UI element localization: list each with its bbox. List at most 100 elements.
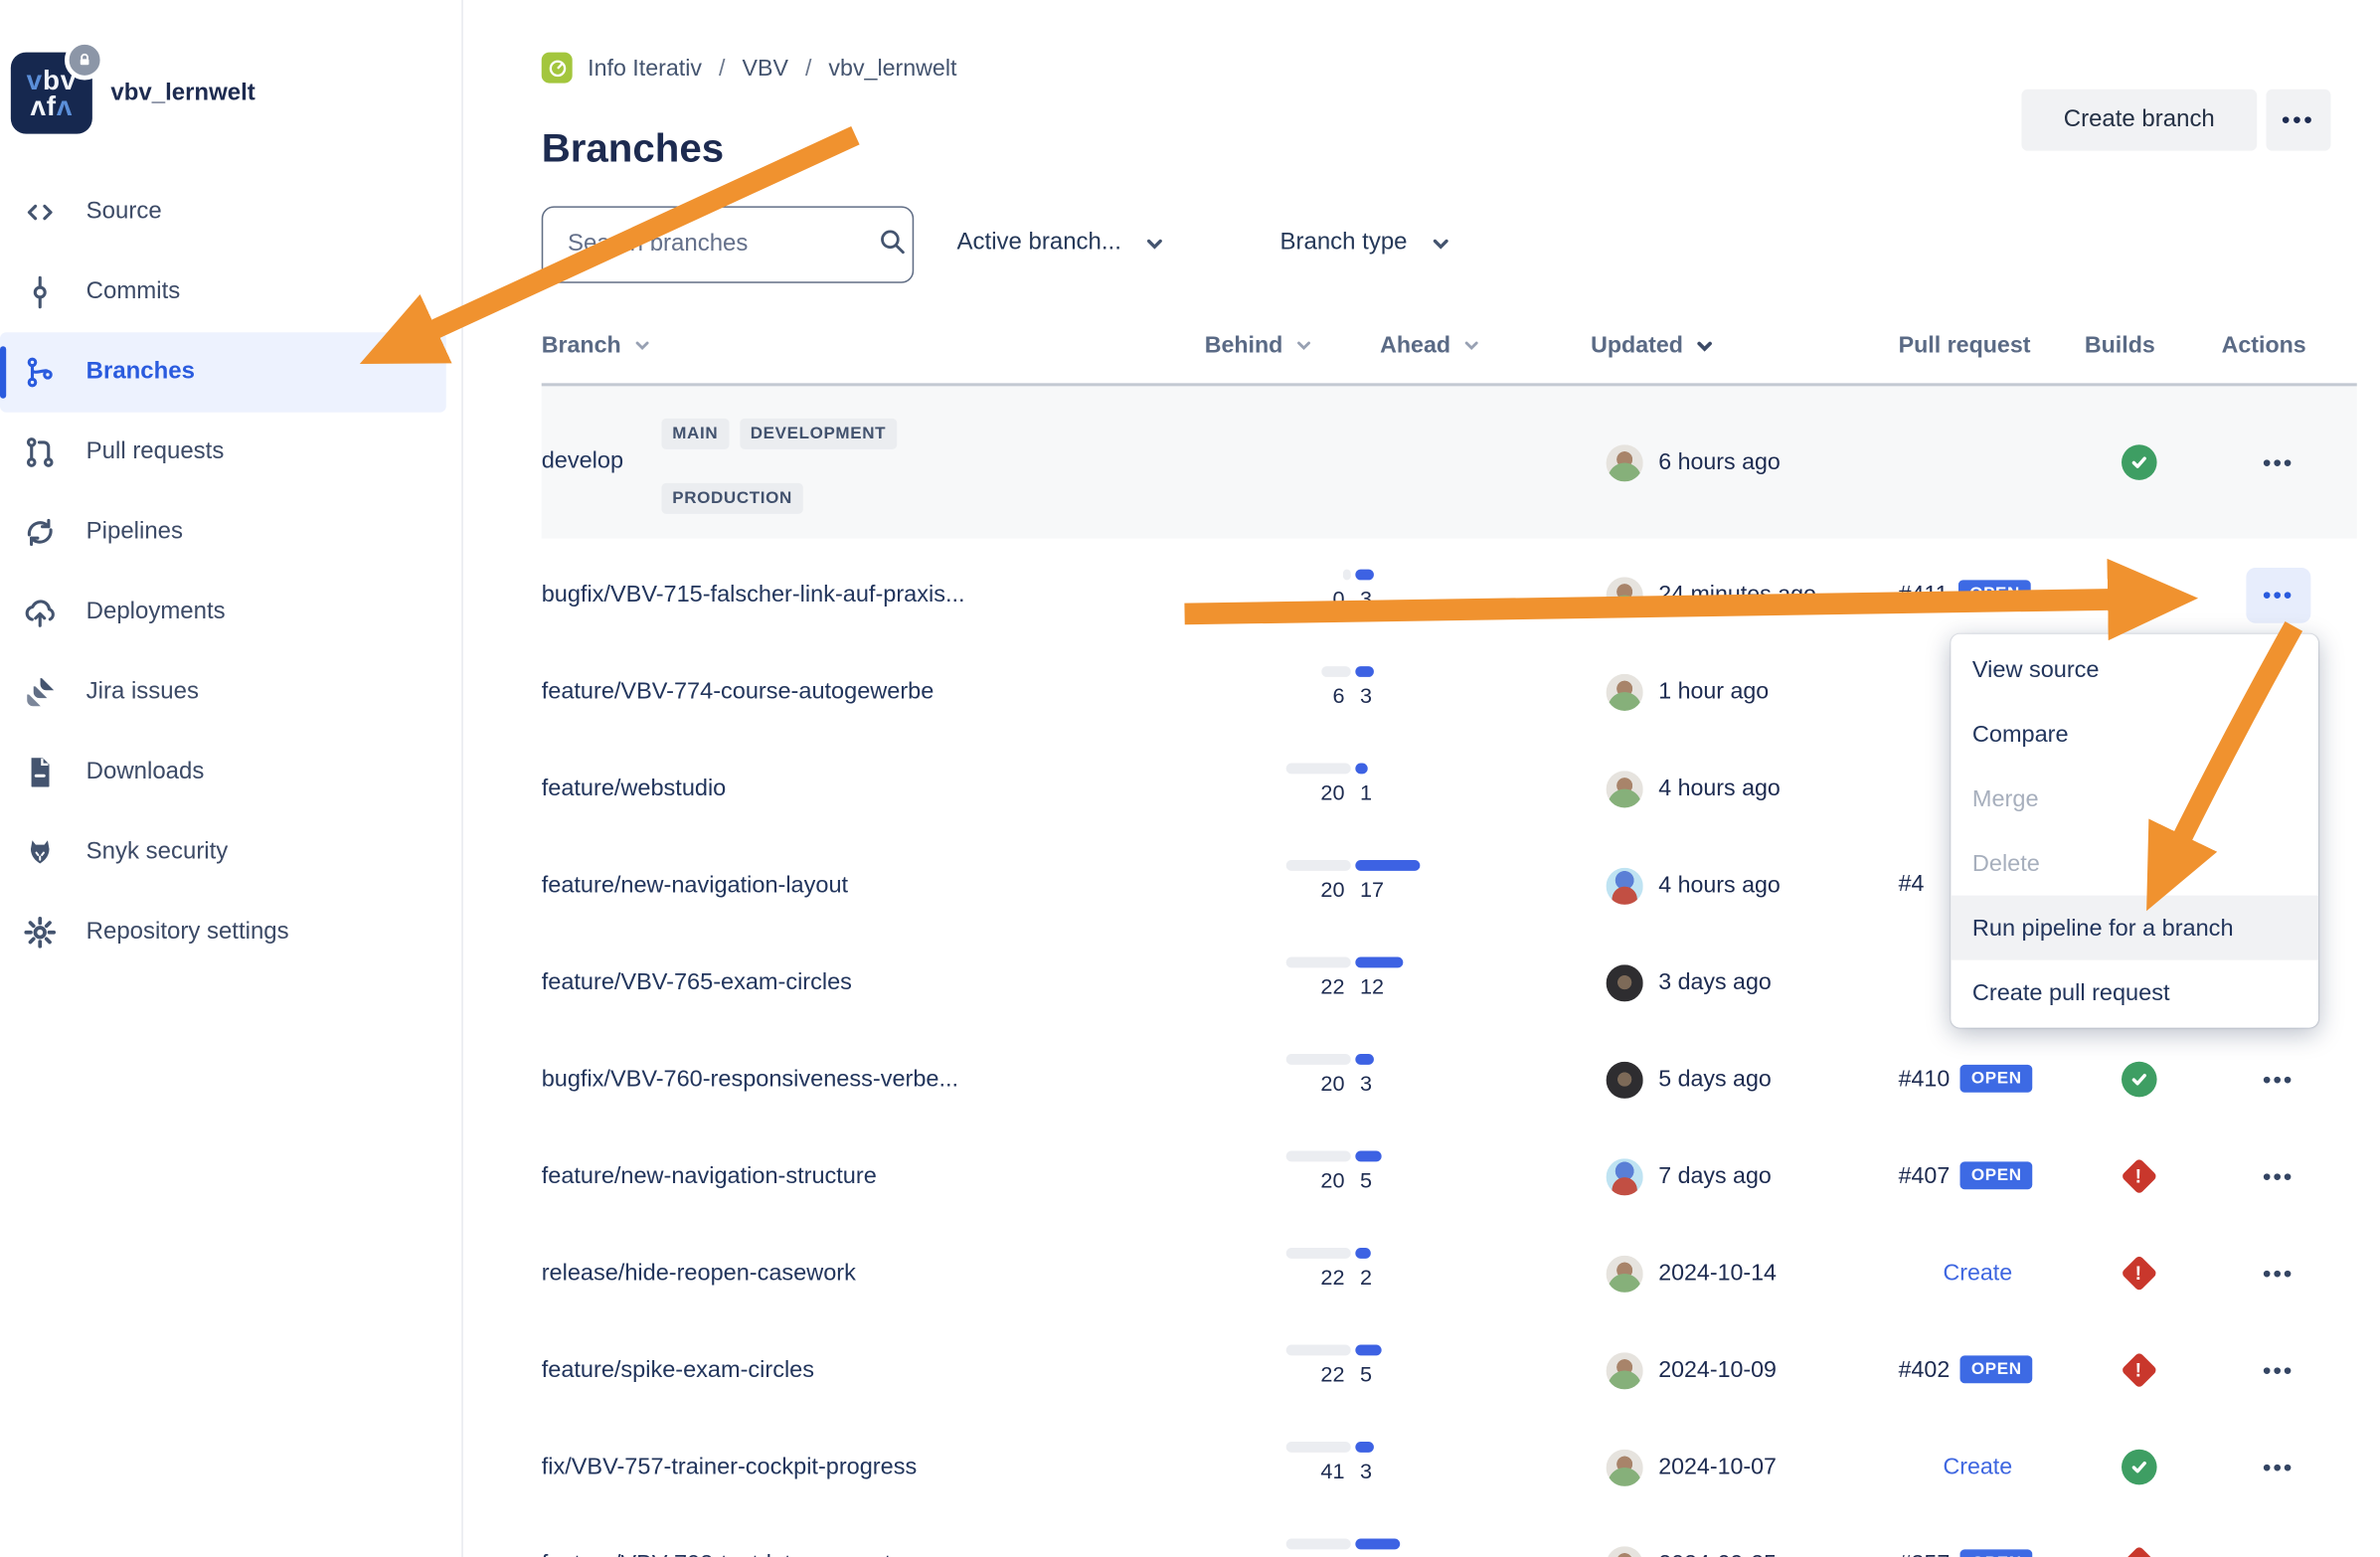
row-actions-button[interactable]: ••• [2246,1052,2310,1108]
row-actions-button[interactable]: ••• [2246,1537,2310,1557]
pull-request-link[interactable]: #357 [1899,1550,1951,1557]
column-ahead[interactable]: Ahead [1380,332,1481,359]
pull-request-link[interactable]: #4 [1898,870,1925,898]
sidebar-item-label: Downloads [85,758,205,785]
table-row: feature/VBV-702-testdata-generator 68 11… [542,1517,2357,1557]
row-actions-button[interactable]: ••• [2246,1440,2310,1495]
branch-type-filter[interactable]: Branch type [1280,206,1452,279]
build-status-failed-icon[interactable]: ! [2121,1351,2158,1389]
pull-request-link[interactable]: #402 [1898,1356,1951,1383]
menu-item-create-pull-request[interactable]: Create pull request [1971,978,2170,1006]
sidebar-item-commits[interactable]: Commits [0,253,461,332]
pr-status-badge: OPEN [1960,1161,2033,1190]
page-title: Branches [541,124,725,172]
updated-time: 2024-10-09 [1658,1356,1777,1384]
deployments-icon [22,594,59,630]
build-status-failed-icon[interactable]: ! [2121,1254,2158,1293]
branch-link[interactable]: develop [541,447,624,474]
menu-item-view-source[interactable]: View source [1971,656,2100,683]
sidebar-item-jira-issues[interactable]: Jira issues [0,652,461,732]
branch-link[interactable]: feature/new-navigation-structure [541,1162,877,1190]
branch-link[interactable]: feature/VBV-702-testdata-generator [542,1551,912,1557]
table-row: feature/new-navigation-layout 20 17 4 ho… [542,838,2357,934]
search-input[interactable] [564,229,879,260]
row-actions-button[interactable]: ••• [2246,1343,2310,1399]
table-row: release/hide-reopen-casework 22 2 2024-1… [542,1226,2357,1321]
branch-link[interactable]: feature/new-navigation-layout [541,872,849,899]
build-status-success-icon[interactable] [2122,1061,2157,1098]
ahead-bar [1355,956,1404,968]
build-status-success-icon[interactable] [2122,444,2157,480]
updated-time: 7 days ago [1658,1162,1772,1190]
build-status-failed-icon[interactable]: ! [2121,1157,2158,1195]
column-branch[interactable]: Branch [542,332,652,359]
behind-bar [1285,956,1351,968]
sort-chevron-icon [1293,335,1313,355]
row-actions-button[interactable]: ••• [2246,435,2310,491]
branch-link[interactable]: release/hide-reopen-casework [541,1260,856,1287]
row-actions-button[interactable]: ••• [2246,1149,2310,1205]
ahead-bar [1355,1248,1372,1259]
branch-link[interactable]: feature/webstudio [541,775,727,802]
pr-status-badge: OPEN [1958,580,2031,608]
pull-requests-icon [22,433,59,470]
user-avatar [1606,1546,1643,1557]
sidebar-item-label: Commits [85,278,181,305]
branch-label-production: PRODUCTION [661,482,803,514]
sidebar-item-label: Repository settings [85,918,289,946]
build-status-success-icon[interactable] [2122,1449,2157,1485]
table-row-develop: develop MAIN DEVELOPMENT PRODUCTION 6 ho… [541,386,2357,539]
behind-count: 0 [1332,586,1345,611]
column-actions: Actions [2221,332,2306,359]
branch-link[interactable]: bugfix/VBV-715-falscher-link-auf-praxis.… [541,581,965,608]
sidebar-item-source[interactable]: Source [0,172,461,252]
breadcrumb-project-link[interactable]: Info Iterativ [588,54,702,82]
pull-request-link[interactable]: #410 [1898,1065,1951,1092]
sidebar-item-downloads[interactable]: Downloads [0,733,461,812]
ahead-count: 3 [1359,683,1373,708]
table-row: fix/VBV-757-trainer-cockpit-progress 41 … [542,1420,2357,1515]
sidebar-item-deployments[interactable]: Deployments [0,573,461,652]
sort-chevron-icon [1461,335,1481,355]
behind-count: 20 [1320,1167,1345,1193]
sidebar-item-branches[interactable]: Branches [0,332,446,413]
menu-item-run-pipeline-for-a-branch[interactable]: Run pipeline for a branch [1951,895,2319,960]
page-more-actions-button[interactable]: ••• [2266,88,2331,151]
sidebar-item-snyk-security[interactable]: Snyk security [0,812,461,892]
build-status-failed-icon[interactable]: ! [2121,1545,2158,1557]
ahead-count: 3 [1359,1459,1373,1483]
column-updated[interactable]: Updated [1591,332,1715,359]
search-icon [879,227,907,262]
branch-link[interactable]: bugfix/VBV-760-responsiveness-verbe... [541,1066,959,1093]
workspace-header[interactable]: vbv ʌfʌ vbv_lernwelt [10,40,255,134]
create-branch-button[interactable]: Create branch [2021,88,2258,151]
pull-request-link[interactable]: #407 [1898,1162,1951,1189]
breadcrumb-workspace-link[interactable]: VBV [742,54,788,82]
branch-link[interactable]: feature/spike-exam-circles [541,1356,815,1384]
create-pull-request-link[interactable]: Create [1943,1454,2013,1480]
create-pull-request-link[interactable]: Create [1943,1260,2013,1287]
branch-link[interactable]: feature/VBV-765-exam-circles [541,968,852,996]
sidebar-item-pull-requests[interactable]: Pull requests [0,413,461,492]
sidebar-item-repository-settings[interactable]: Repository settings [0,893,461,972]
column-behind[interactable]: Behind [1205,332,1314,359]
sidebar-item-pipelines[interactable]: Pipelines [0,492,461,572]
user-avatar [1606,1158,1643,1196]
branch-label-development: DEVELOPMENT [739,418,897,449]
menu-item-delete: Delete [1971,849,2040,877]
behind-count: 22 [1320,1361,1345,1387]
pull-request-link[interactable]: #411 [1898,581,1949,607]
row-actions-button[interactable]: ••• [2246,1246,2310,1301]
breadcrumb-repo-link[interactable]: vbv_lernwelt [828,54,957,82]
search-branches-box [541,206,915,283]
updated-time: 4 hours ago [1658,775,1781,802]
behind-bar [1285,763,1351,775]
ahead-bar [1355,1150,1381,1162]
build-status-inprogress-icon[interactable] [2122,577,2157,612]
branch-link[interactable]: feature/VBV-774-course-autogewerbe [541,678,935,705]
branch-link[interactable]: fix/VBV-757-trainer-cockpit-progress [541,1454,918,1480]
row-actions-button[interactable]: ••• [2246,568,2311,623]
menu-item-compare[interactable]: Compare [1971,721,2069,748]
active-branches-filter[interactable]: Active branch... [957,206,1166,279]
